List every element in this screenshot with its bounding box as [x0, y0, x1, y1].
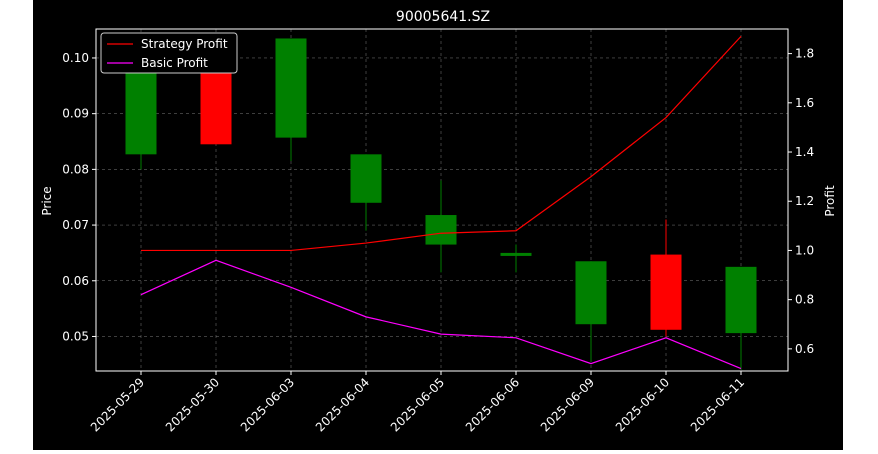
x-tick-label-0: 2025-05-29: [88, 375, 147, 434]
y-tick-label-5: 0.10: [62, 51, 89, 65]
grid-lines: [96, 29, 788, 371]
plot-frame: [95, 28, 789, 372]
profit-lines-layer: [140, 35, 742, 370]
candles-layer: [125, 38, 757, 370]
legend: Strategy Profit Basic Profit: [100, 32, 238, 74]
y2-axis-label: Profit: [823, 185, 837, 217]
x-tick-label-2: 2025-06-03: [238, 375, 297, 434]
y-tick-label-3: 0.08: [62, 162, 89, 176]
x-tick-label-8: 2025-06-11: [688, 375, 747, 434]
legend-label-basic: Basic Profit: [141, 56, 208, 70]
candle-body-5: [500, 252, 532, 256]
y2-tick-label-1: 0.8: [795, 293, 814, 307]
x-tick-label-7: 2025-06-10: [613, 375, 672, 434]
x-axis: 2025-05-29 2025-05-30 2025-06-03 2025-06-04…: [88, 371, 747, 434]
y-tick-label-2: 0.07: [62, 218, 89, 232]
legend-box: [100, 32, 238, 74]
candle-body-7: [650, 254, 682, 330]
y2-tick-label-0: 0.6: [795, 342, 814, 356]
y-axis-left: 0.05 0.06 0.07 0.08 0.09 0.10: [62, 51, 96, 343]
profit-line-1: [140, 259, 742, 370]
y-tick-label-4: 0.09: [62, 107, 89, 121]
y-axis-label: Price: [40, 186, 54, 215]
y2-tick-label-4: 1.4: [795, 145, 814, 159]
x-tick-label-6: 2025-06-09: [538, 375, 597, 434]
candle-body-8: [725, 266, 757, 334]
y2-tick-label-6: 1.8: [795, 47, 814, 61]
legend-label-strategy: Strategy Profit: [141, 37, 228, 51]
y2-tick-label-2: 1.0: [795, 243, 814, 257]
x-tick-label-5: 2025-06-06: [463, 375, 522, 434]
y2-tick-label-3: 1.2: [795, 194, 814, 208]
y2-tick-label-5: 1.6: [795, 96, 814, 110]
profit-line-0: [141, 35, 742, 252]
x-tick-label-1: 2025-05-30: [163, 375, 222, 434]
x-tick-label-4: 2025-06-05: [388, 375, 447, 434]
x-tick-label-3: 2025-06-04: [313, 375, 372, 434]
candle-body-3: [350, 154, 382, 203]
candle-body-6: [575, 261, 607, 325]
y-axis-right: 0.6 0.8 1.0 1.2 1.4 1.6 1.8: [788, 47, 814, 356]
candle-body-4: [425, 215, 457, 245]
chart-title: 90005641.SZ: [396, 9, 490, 25]
chart-figure: 90005641.SZ 2025-05-29 2025-05-30 2025-06-…: [33, 0, 843, 450]
candle-body-0: [125, 57, 157, 155]
y-tick-label-0: 0.05: [62, 329, 89, 343]
chart-svg: 90005641.SZ 2025-05-29 2025-05-30 2025-06-…: [40, 9, 837, 434]
y-tick-label-1: 0.06: [62, 274, 89, 288]
candle-body-2: [275, 38, 307, 138]
